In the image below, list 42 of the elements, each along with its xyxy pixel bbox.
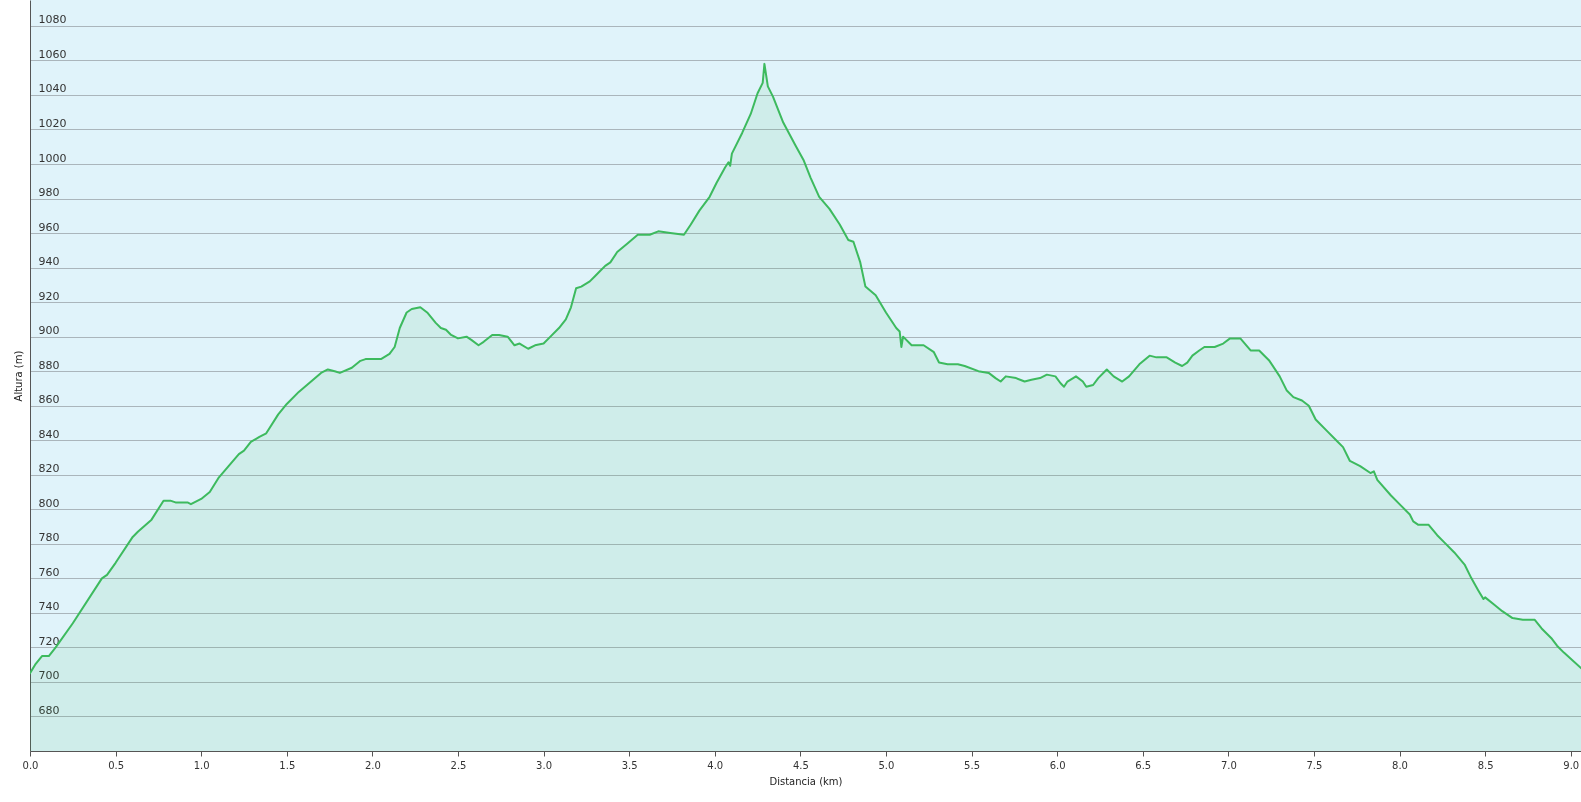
x-tick-label: 9.0: [1563, 759, 1580, 771]
y-tick-label: 1080: [38, 13, 67, 27]
x-axis-title: Distancia (km): [769, 775, 843, 787]
y-tick-label: 920: [38, 289, 60, 303]
y-tick-label: 860: [38, 393, 60, 407]
x-tick-label: 7.0: [1220, 759, 1237, 771]
y-axis-title: Altura (m): [12, 350, 24, 402]
x-tick-label: 1.5: [279, 759, 296, 771]
y-tick-label: 900: [38, 324, 60, 338]
y-tick-label: 1000: [38, 151, 67, 165]
y-tick-label: 880: [38, 358, 60, 372]
y-tick-label: 980: [38, 186, 60, 200]
y-tick-label: 960: [38, 220, 60, 234]
x-tick-label: 2.5: [450, 759, 467, 771]
x-tick-label: 1.0: [193, 759, 210, 771]
x-tick-label: 7.5: [1306, 759, 1323, 771]
x-tick-label: 5.5: [964, 759, 981, 771]
y-tick-label: 700: [38, 669, 60, 683]
x-tick-label: 2.0: [364, 759, 381, 771]
y-tick-label: 840: [38, 427, 60, 441]
x-tick-label: 8.5: [1477, 759, 1494, 771]
x-tick-label: 0.0: [22, 759, 39, 771]
x-tick-label: 6.0: [1049, 759, 1066, 771]
y-tick-label: 940: [38, 255, 60, 269]
y-tick-label: 800: [38, 496, 60, 510]
y-tick-label: 680: [38, 703, 60, 717]
y-tick-label: 740: [38, 600, 60, 614]
x-tick-label: 3.0: [536, 759, 553, 771]
y-tick-label: 760: [38, 565, 60, 579]
y-tick-label: 1060: [38, 47, 67, 61]
x-tick-label: 0.5: [108, 759, 125, 771]
y-tick-label: 720: [38, 634, 60, 648]
x-tick-label: 3.5: [621, 759, 638, 771]
y-tick-label: 780: [38, 531, 60, 545]
y-tick-label: 820: [38, 462, 60, 476]
x-tick-label: 8.0: [1392, 759, 1408, 771]
y-tick-label: 1040: [38, 82, 67, 96]
x-tick-label: 4.0: [707, 759, 724, 771]
x-tick-label: 6.5: [1135, 759, 1152, 771]
y-tick-label: 1020: [38, 116, 67, 130]
x-tick-label: 4.5: [792, 759, 809, 771]
x-tick-label: 5.0: [878, 759, 895, 771]
